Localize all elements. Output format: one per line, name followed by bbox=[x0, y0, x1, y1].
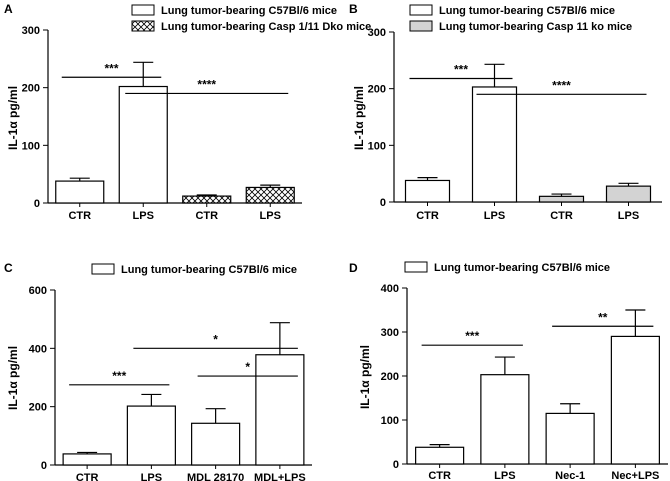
y-tick-label: 100 bbox=[381, 415, 399, 427]
bar bbox=[605, 185, 652, 203]
x-tick-label: MDL+LPS bbox=[254, 472, 306, 481]
x-tick-label: LPS bbox=[141, 472, 162, 481]
x-tick-label: CTR bbox=[76, 472, 99, 481]
y-tick-label: 400 bbox=[381, 283, 399, 295]
y-axis-label: IL-1α pg/ml bbox=[6, 86, 20, 150]
bar bbox=[245, 186, 295, 204]
legend-swatch bbox=[131, 20, 155, 32]
x-tick-label: CTR bbox=[195, 210, 218, 222]
x-tick-label: Nec+LPS bbox=[611, 470, 659, 481]
bar bbox=[404, 179, 451, 203]
bar bbox=[118, 85, 168, 204]
y-axis-label: IL-1α pg/ml bbox=[358, 345, 372, 409]
x-tick-label: CTR bbox=[428, 470, 451, 481]
panel-letter: C bbox=[4, 261, 13, 275]
significance-label: **** bbox=[197, 77, 216, 91]
panel-d: D Lung tumor-bearing C57Bl/6 mice IL-1α pg… bbox=[349, 261, 668, 481]
significance-label: **** bbox=[552, 78, 571, 92]
y-tick-label: 100 bbox=[368, 140, 386, 152]
legend-swatch bbox=[91, 263, 115, 275]
legend-label: Lung tumor-bearing Casp 1/11 Dko mice bbox=[161, 21, 371, 33]
y-tick-label: 300 bbox=[22, 25, 40, 37]
x-tick-label: CTR bbox=[68, 210, 91, 222]
significance-label: *** bbox=[112, 369, 126, 383]
bar bbox=[62, 453, 112, 466]
bar bbox=[55, 180, 105, 204]
x-tick-label: LPS bbox=[618, 210, 639, 222]
panel-c: C Lung tumor-bearing C57Bl/6 mice IL-1α pg… bbox=[4, 261, 312, 481]
significance-label: * bbox=[213, 332, 218, 346]
legend-label: Lung tumor-bearing C57Bl/6 mice bbox=[434, 262, 610, 274]
bar bbox=[480, 374, 530, 465]
bar bbox=[471, 86, 518, 203]
x-tick-label: LPS bbox=[260, 210, 281, 222]
x-tick-label: LPS bbox=[494, 470, 515, 481]
y-axis-label: IL-1α pg/ml bbox=[6, 346, 20, 410]
significance-label: * bbox=[245, 360, 250, 374]
x-tick-label: CTR bbox=[416, 210, 439, 222]
legend-swatch bbox=[404, 261, 428, 273]
y-tick-label: 300 bbox=[381, 327, 399, 339]
x-tick-label: MDL 28170 bbox=[187, 472, 244, 481]
bar bbox=[538, 195, 585, 203]
y-tick-label: 0 bbox=[380, 197, 386, 209]
x-tick-label: LPS bbox=[133, 210, 154, 222]
panel-letter: A bbox=[4, 2, 13, 16]
legend-label: Lung tumor-bearing C57Bl/6 mice bbox=[439, 5, 615, 17]
legend-label: Lung tumor-bearing C57Bl/6 mice bbox=[161, 5, 337, 17]
y-tick-label: 100 bbox=[22, 140, 40, 152]
legend-label: Lung tumor-bearing Casp 11 ko mice bbox=[439, 21, 632, 33]
panel-letter: B bbox=[349, 2, 358, 16]
y-tick-label: 200 bbox=[29, 402, 47, 414]
y-tick-label: 200 bbox=[22, 83, 40, 95]
significance-label: *** bbox=[454, 62, 468, 76]
bar bbox=[182, 195, 232, 204]
y-tick-label: 200 bbox=[368, 84, 386, 96]
legend-swatch bbox=[409, 4, 433, 16]
y-tick-label: 0 bbox=[34, 198, 40, 210]
bar bbox=[415, 446, 465, 465]
bar bbox=[126, 405, 176, 466]
y-tick-label: 300 bbox=[368, 27, 386, 39]
x-tick-label: LPS bbox=[484, 210, 505, 222]
bar bbox=[191, 422, 241, 466]
panel-a: A Lung tumor-bearing C57Bl/6 mice Lung tum… bbox=[4, 2, 371, 222]
y-tick-label: 400 bbox=[29, 343, 47, 355]
panel-letter: D bbox=[349, 261, 358, 275]
bar bbox=[255, 354, 305, 466]
y-tick-label: 600 bbox=[29, 285, 47, 297]
legend-label: Lung tumor-bearing C57Bl/6 mice bbox=[121, 264, 297, 276]
panel-b: B Lung tumor-bearing C57Bl/6 mice Lung tum… bbox=[349, 2, 662, 222]
bar bbox=[545, 412, 595, 465]
significance-label: *** bbox=[104, 61, 118, 75]
x-tick-label: CTR bbox=[550, 210, 573, 222]
legend-swatch bbox=[131, 4, 155, 16]
y-tick-label: 0 bbox=[41, 460, 47, 472]
y-tick-label: 200 bbox=[381, 371, 399, 383]
significance-label: *** bbox=[465, 329, 479, 343]
y-tick-label: 0 bbox=[393, 459, 399, 471]
legend-swatch bbox=[409, 20, 433, 32]
significance-label: ** bbox=[598, 310, 608, 324]
y-axis-label: IL-1α pg/ml bbox=[352, 86, 366, 150]
x-tick-label: Nec-1 bbox=[555, 470, 585, 481]
bar bbox=[610, 335, 660, 465]
